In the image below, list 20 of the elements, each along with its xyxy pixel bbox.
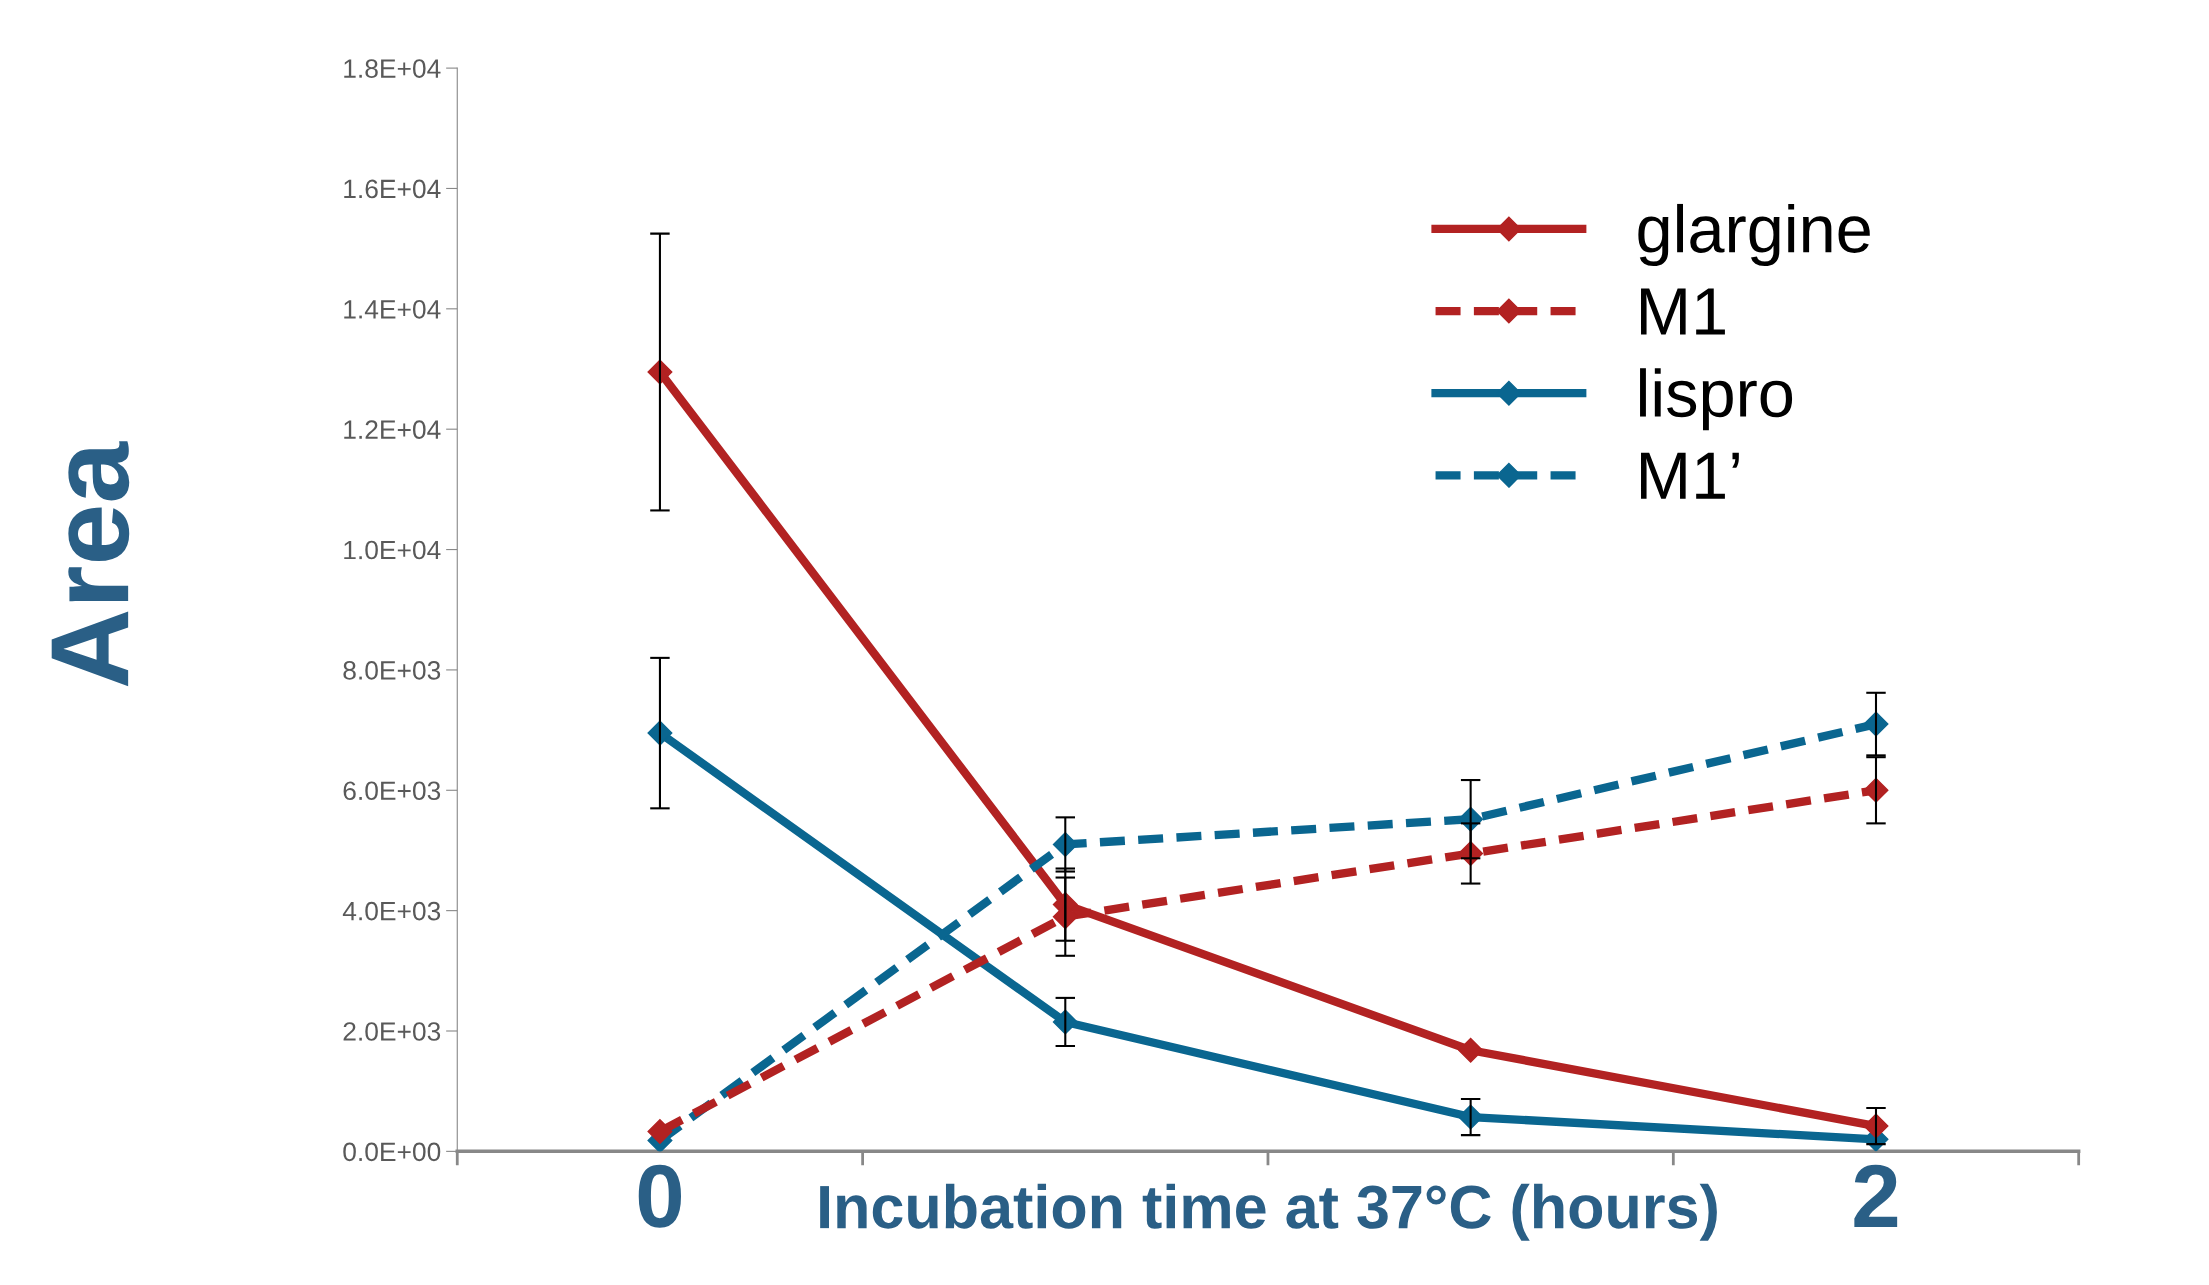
point (647, 1119, 673, 1144)
y-tick-label: 1.6E+04 (344, 179, 441, 199)
legend-label: glargine (1638, 203, 1870, 267)
y-tick-label: 1.2E+04 (344, 420, 441, 440)
y-tick-label: 4.0E+03 (342, 901, 441, 921)
legend-label: M1’ (1641, 452, 1739, 499)
y-tick-label: 6.0E+03 (343, 781, 441, 801)
point (1458, 1037, 1484, 1063)
x-tick-label: 0 (638, 1164, 682, 1228)
y-tick-label: 8.0E+03 (343, 661, 441, 680)
legend-label: lispro (1640, 368, 1793, 431)
x-axis-title: Incubation time at 37°C (hours) (820, 1183, 1717, 1241)
y-tick-label: 2.0E+03 (343, 1022, 441, 1041)
x-tick-label: 2 (1854, 1164, 1898, 1227)
y-tick-label: 1.8E+04 (344, 59, 441, 78)
y-tick-label: 1.4E+04 (344, 299, 441, 319)
legend-label: M1 (1641, 288, 1725, 335)
y-tick-label: 0.0E+00 (343, 1142, 441, 1162)
y-tick-label: 1.0E+04 (344, 540, 441, 560)
y-axis-title: Area (51, 441, 130, 687)
